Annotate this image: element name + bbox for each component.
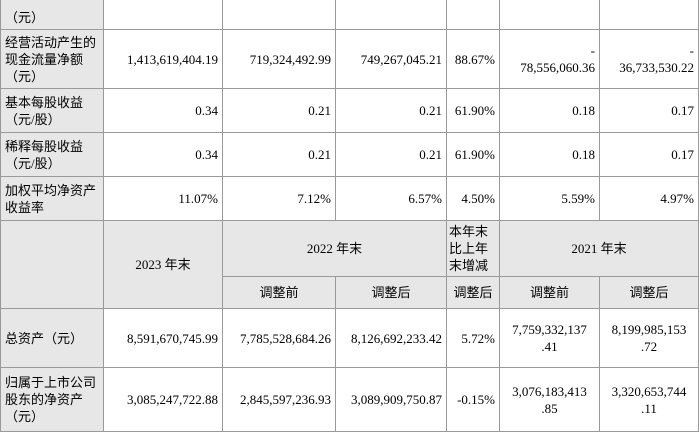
cell-value: 61.90%: [446, 132, 500, 177]
header-before-adjustment: 调整前: [222, 276, 336, 309]
header-change: 本年末比上年末增减: [446, 220, 500, 277]
cell-value: 0.21: [222, 88, 336, 133]
header-before-adjustment-2021: 调整前: [499, 276, 600, 309]
cell-value: 0.21: [335, 88, 447, 133]
cell-value: - 78,556,060.36: [499, 29, 600, 89]
cell-value: 0.17: [599, 132, 699, 177]
cell-value: 0.18: [499, 88, 600, 133]
header-blank-cell: [0, 220, 104, 309]
cell-value: [446, 0, 500, 30]
cell-value: [103, 0, 223, 30]
cell-value: 3,076,183,413 .85: [499, 367, 600, 432]
header-2021: 2021 年末: [499, 220, 699, 277]
cell-value: 61.90%: [446, 88, 500, 133]
cell-value: 5.72%: [446, 308, 500, 368]
table-row: 总资产（元） 8,591,670,745.99 7,785,528,684.26…: [0, 308, 699, 368]
cell-value: 8,199,985,153 .72: [599, 308, 699, 368]
table-row: 经营活动产生的现金流量净额（元） 1,413,619,404.19 719,32…: [0, 29, 699, 89]
row-label: 加权平均净资产收益率: [0, 176, 104, 221]
table-header-row: 调整前 调整后 调整后 调整前 调整后: [1, 276, 699, 309]
cell-value: 0.17: [599, 88, 699, 133]
cell-value: [499, 0, 600, 30]
table-header-row: 2023 年末 2022 年末 本年末比上年末增减 2021 年末: [0, 220, 699, 309]
row-label: 基本每股收益（元/股）: [0, 88, 104, 133]
table-row: （元）: [0, 0, 699, 30]
header-after-adjustment: 调整后: [335, 276, 447, 309]
cell-value: 8,591,670,745.99: [103, 308, 223, 368]
cell-value: 8,126,692,233.42: [335, 308, 447, 368]
table-row: 稀释每股收益（元/股） 0.34 0.21 0.21 61.90% 0.18 0…: [0, 132, 699, 177]
header-2023: 2023 年末: [103, 220, 223, 309]
cell-value: - 36,733,530.22: [599, 29, 699, 89]
row-label: 总资产（元）: [0, 308, 104, 368]
cell-value: 3,089,909,750.87: [335, 367, 447, 432]
row-label: 经营活动产生的现金流量净额（元）: [0, 29, 104, 89]
cell-value: 1,413,619,404.19: [103, 29, 223, 89]
row-label: 归属于上市公司股东的净资产（元）: [0, 367, 104, 432]
cell-value: 0.18: [499, 132, 600, 177]
cell-value: 4.97%: [599, 176, 699, 221]
cell-value: 7,759,332,137 .41: [499, 308, 600, 368]
cell-value: 3,320,653,744 .11: [599, 367, 699, 432]
header-after-adjustment-change: 调整后: [446, 276, 500, 309]
cell-value: [599, 0, 699, 30]
cell-value: 7.12%: [222, 176, 336, 221]
cell-value: 719,324,492.99: [222, 29, 336, 89]
cell-value: 3,085,247,722.88: [103, 367, 223, 432]
cell-value: 0.34: [103, 88, 223, 133]
cell-value: 749,267,045.21: [335, 29, 447, 89]
cell-value: 4.50%: [446, 176, 500, 221]
header-after-adjustment-2021: 调整后: [599, 276, 699, 309]
cell-value: [335, 0, 447, 30]
cell-value: 7,785,528,684.26: [222, 308, 336, 368]
cell-value: 0.21: [335, 132, 447, 177]
header-2022: 2022 年末: [222, 220, 447, 277]
cell-value: 0.21: [222, 132, 336, 177]
cell-value: -0.15%: [446, 367, 500, 432]
cell-value: 6.57%: [335, 176, 447, 221]
row-label: （元）: [0, 0, 104, 30]
cell-value: 88.67%: [446, 29, 500, 89]
cell-value: 0.34: [103, 132, 223, 177]
table-row: 归属于上市公司股东的净资产（元） 3,085,247,722.88 2,845,…: [0, 367, 699, 432]
table-row: 基本每股收益（元/股） 0.34 0.21 0.21 61.90% 0.18 0…: [0, 88, 699, 133]
table-row: 加权平均净资产收益率 11.07% 7.12% 6.57% 4.50% 5.59…: [0, 176, 699, 221]
cell-value: 5.59%: [499, 176, 600, 221]
cell-value: 11.07%: [103, 176, 223, 221]
cell-value: 2,845,597,236.93: [222, 367, 336, 432]
row-label: 稀释每股收益（元/股）: [0, 132, 104, 177]
cell-value: [222, 0, 336, 30]
